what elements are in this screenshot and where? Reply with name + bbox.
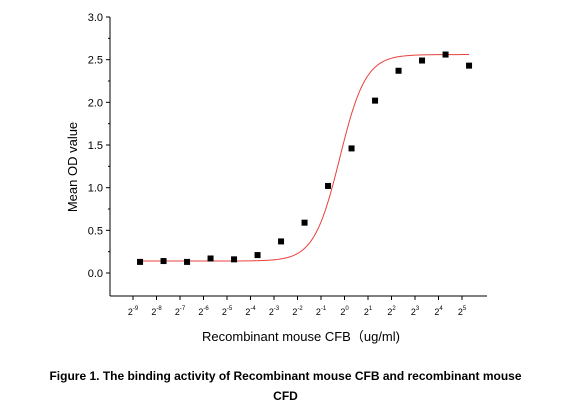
data-point — [184, 258, 191, 265]
x-tick-label: 2-6 — [198, 306, 209, 317]
caption-line-2: CFD — [273, 389, 298, 403]
figure-caption: Figure 1. The binding activity of Recomb… — [0, 366, 571, 406]
y-axis-label: Mean OD value — [65, 122, 80, 212]
x-tick-label: 21 — [364, 306, 373, 317]
x-axis-label: Recombinant mouse CFB（ug/ml) — [202, 329, 400, 344]
y-tick-label: 2.5 — [88, 55, 103, 67]
data-point — [348, 145, 355, 152]
x-tick-label: 2-2 — [292, 306, 303, 317]
y-tick-label: 2.0 — [88, 97, 103, 109]
data-points — [137, 51, 473, 265]
x-tick-label: 23 — [411, 306, 420, 317]
x-tick-label: 24 — [434, 306, 443, 317]
data-point — [207, 255, 214, 262]
data-point — [442, 51, 449, 58]
y-tick-label: 1.0 — [88, 183, 103, 195]
data-point — [137, 258, 144, 265]
data-point — [466, 62, 473, 69]
data-point — [395, 67, 402, 74]
x-tick-label: 2-8 — [151, 306, 162, 317]
data-point — [254, 252, 261, 259]
x-tick-label: 2-5 — [222, 306, 233, 317]
data-point — [301, 219, 308, 226]
x-tick-label: 2-1 — [316, 306, 327, 317]
data-point — [325, 182, 332, 189]
chart-axes — [109, 17, 487, 297]
x-tick-label: 22 — [387, 306, 396, 317]
x-tick-label: 25 — [458, 306, 467, 317]
x-tick-label: 2-4 — [245, 306, 256, 317]
y-tick-label: 3.0 — [88, 12, 103, 24]
x-tick-label: 2-3 — [269, 306, 280, 317]
data-point — [231, 256, 238, 263]
data-point — [419, 57, 426, 64]
data-point — [278, 238, 285, 245]
x-axis-ticks: 2-9 2-8 2-7 2-6 2-5 2-4 2-3 2-2 2-1 20 21 22 23 24 25 — [128, 296, 467, 317]
x-tick-label: 2-9 — [128, 306, 139, 317]
fit-curve — [140, 54, 470, 262]
x-tick-label: 20 — [340, 306, 349, 317]
caption-line-1: Figure 1. The binding activity of Recomb… — [49, 369, 522, 383]
data-point — [372, 97, 379, 104]
data-point — [160, 258, 167, 265]
y-axis-ticks: 0.0 0.5 1.0 1.5 2.0 2.5 3.0 — [88, 12, 110, 280]
y-tick-label: 0.0 — [88, 268, 103, 280]
x-tick-label: 2-7 — [175, 306, 186, 317]
y-tick-label: 0.5 — [88, 225, 103, 237]
y-tick-label: 1.5 — [88, 140, 103, 152]
